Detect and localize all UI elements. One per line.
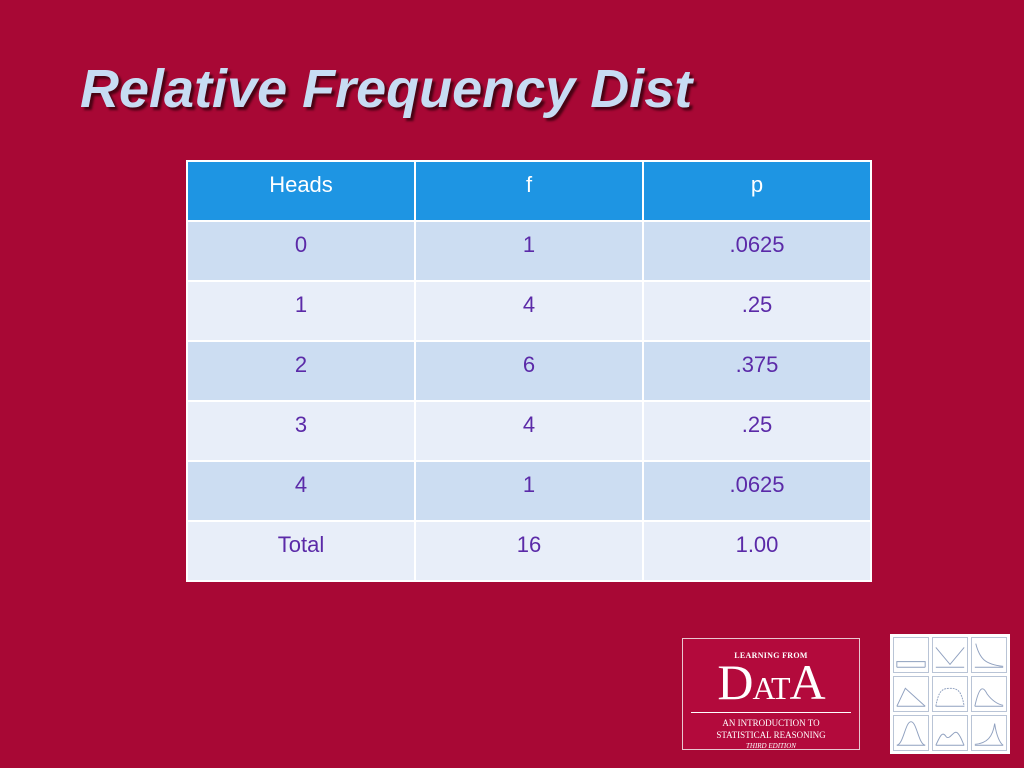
u-shaped-plot-icon — [932, 637, 968, 673]
table-cell: .0625 — [642, 460, 872, 522]
table-cell: 4 — [414, 400, 644, 462]
logo-letter-d: D — [717, 654, 753, 710]
table-row: 4 1 .0625 — [186, 460, 872, 522]
logo-letters-at: AT — [752, 670, 790, 706]
table-cell-total-f: 16 — [414, 520, 644, 582]
book-logo: LEARNING FROM DATA AN INTRODUCTION TO ST… — [682, 638, 860, 750]
table-row: 2 6 .375 — [186, 340, 872, 402]
logo-letter-a: A — [789, 654, 826, 710]
table-cell-total-label: Total — [186, 520, 416, 582]
table-cell-total-p: 1.00 — [642, 520, 872, 582]
flat-top-plot-icon — [932, 676, 968, 712]
slide-title: Relative Frequency Dist — [80, 59, 693, 119]
table-cell: .375 — [642, 340, 872, 402]
bimodal-plot-icon — [932, 715, 968, 751]
skewed-plot-icon — [971, 676, 1007, 712]
normal-plot-icon — [893, 715, 929, 751]
table-row: 3 4 .25 — [186, 400, 872, 462]
logo-top-text: LEARNING FROM — [734, 651, 808, 660]
right-skewed-plot-icon — [971, 637, 1007, 673]
column-header-heads: Heads — [186, 160, 416, 222]
table-cell: .25 — [642, 400, 872, 462]
table-cell: 6 — [414, 340, 644, 402]
logo-subtitle-line-1: AN INTRODUCTION TO — [722, 718, 820, 728]
table-row: 0 1 .0625 — [186, 220, 872, 282]
table-cell: .0625 — [642, 220, 872, 282]
logo-divider — [691, 712, 851, 713]
table-cell: 1 — [414, 220, 644, 282]
table-cell: 0 — [186, 220, 416, 282]
column-header-p: p — [642, 160, 872, 222]
logo-subtitle-line-2: STATISTICAL REASONING — [716, 730, 826, 740]
frequency-table: Heads f p 0 1 .0625 1 4 .25 2 6 .375 3 4… — [186, 160, 872, 582]
table-cell: .25 — [642, 280, 872, 342]
table-cell: 1 — [186, 280, 416, 342]
triangle-plot-icon — [893, 676, 929, 712]
table-row: 1 4 .25 — [186, 280, 872, 342]
table-cell: 4 — [186, 460, 416, 522]
distribution-thumbnails-icon — [890, 634, 1010, 754]
table-cell: 4 — [414, 280, 644, 342]
column-header-f: f — [414, 160, 644, 222]
table-cell: 1 — [414, 460, 644, 522]
uniform-plot-icon — [893, 637, 929, 673]
table-header-row: Heads f p — [186, 160, 872, 222]
logo-edition: THIRD EDITION — [746, 742, 796, 750]
table-cell: 3 — [186, 400, 416, 462]
table-total-row: Total 16 1.00 — [186, 520, 872, 582]
logo-wordmark: DATA — [683, 657, 859, 710]
left-skewed-plot-icon — [971, 715, 1007, 751]
table-cell: 2 — [186, 340, 416, 402]
